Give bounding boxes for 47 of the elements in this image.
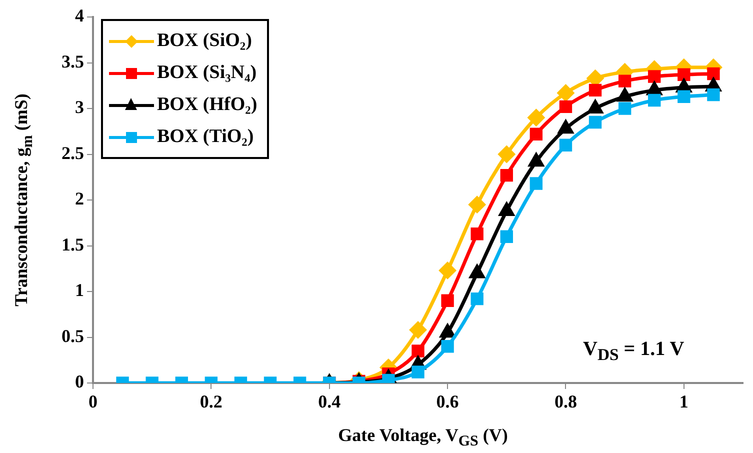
point [470, 228, 484, 240]
point [468, 196, 486, 213]
point [500, 168, 513, 182]
point [648, 70, 661, 83]
annotation: V$_{DS}$ = 1.1 V [583, 338, 684, 365]
y-tick-label: 3.5 [62, 51, 84, 72]
point [528, 109, 544, 126]
point [470, 264, 484, 278]
x-tick-label: 0 [88, 391, 98, 412]
point [440, 324, 455, 338]
y-tick-label: 4 [75, 6, 84, 26]
y-tick-label: 3 [75, 97, 84, 118]
legend-label: BOX (TiO₂) [157, 126, 254, 148]
point [588, 116, 602, 129]
point [498, 146, 515, 162]
point [707, 67, 720, 80]
legend-label: BOX (HfO₂) [157, 94, 258, 116]
point [499, 202, 514, 216]
y-tick-label: 1 [75, 280, 84, 300]
legend-label: BOX (Si₃N₄) [157, 62, 257, 84]
legend-label: BOX (SiO₂) [157, 30, 252, 52]
point [530, 128, 543, 140]
x-tick-label: 0.8 [554, 391, 577, 412]
y-tick-label: 2 [75, 188, 84, 209]
point [588, 84, 602, 97]
point [707, 88, 720, 102]
y-tick-label: 0.5 [62, 326, 84, 346]
point [648, 94, 661, 107]
point [530, 177, 543, 190]
point [618, 74, 632, 88]
y-tick-label: 1.5 [62, 234, 84, 254]
y-tick-label: 0 [75, 372, 84, 392]
point [618, 102, 632, 115]
x-tick-label: 1 [679, 391, 688, 412]
y-tick-label: 2.5 [62, 142, 84, 163]
point [558, 120, 574, 134]
x-tick-label: 0.4 [318, 391, 341, 412]
x-tick-label: 0.2 [200, 391, 222, 412]
point [528, 153, 544, 167]
point [559, 100, 572, 114]
point [559, 138, 572, 152]
point [678, 90, 690, 103]
point [500, 230, 513, 243]
x-tick-label: 0.6 [436, 391, 459, 412]
x-axis-title: Gate Voltage, V$_{GS}$ (V) [337, 425, 509, 451]
point [678, 68, 690, 81]
point [557, 84, 574, 102]
